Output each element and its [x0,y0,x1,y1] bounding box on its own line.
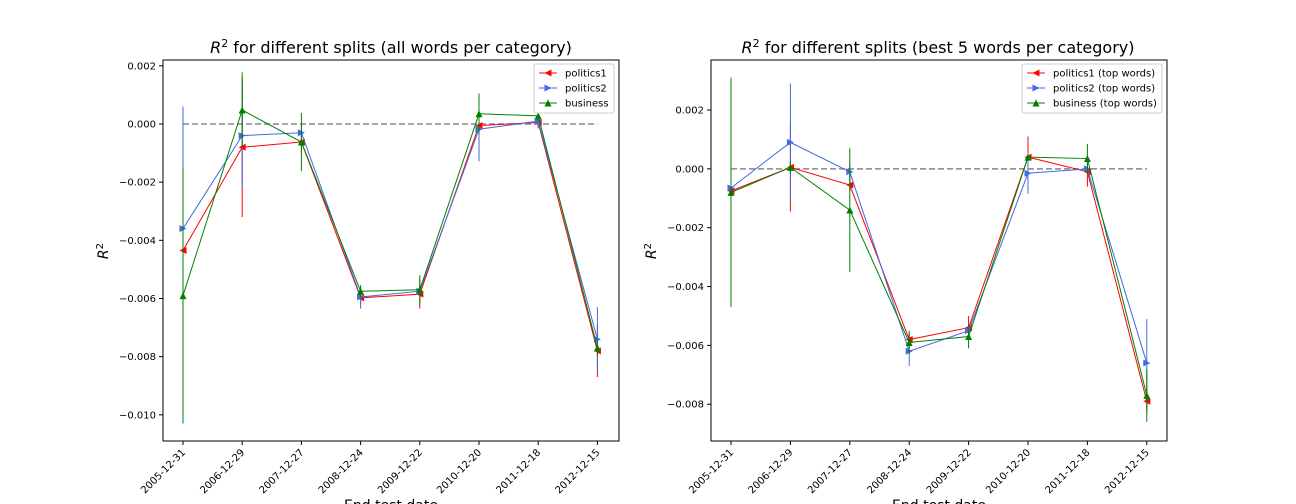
plot-frame [710,59,1168,442]
y-tick-label: −0.008 [667,400,704,411]
legend-label: business (top words) [1053,99,1157,110]
x-tick-label: 2008-12-24 [317,447,366,496]
series-line [730,141,1148,364]
x-tick-label: 2012-12-15 [554,447,603,496]
data-point [905,338,913,346]
series-politics2 [179,83,601,372]
data-point [1143,391,1151,399]
data-point [786,163,794,171]
x-tick-label: 2010-12-20 [435,447,484,496]
legend-label: politics2 (top words) [1053,84,1155,95]
y-tick-label: −0.006 [119,294,156,305]
y-tick-label: 0.000 [675,164,704,175]
x-tick-label: 2011-12-18 [494,447,543,496]
series-politics2-top-words- [727,83,1151,408]
legend-label: politics1 (top words) [1053,69,1155,80]
x-tick-label: 2007-12-27 [806,447,855,496]
legend-label: business [565,99,609,110]
x-tick-label: 2009-12-22 [925,447,974,496]
series-line [730,156,1148,396]
y-tick-label: −0.004 [119,236,156,247]
legend-marker [544,69,552,77]
data-point [965,333,973,341]
y-tick-label: 0.000 [127,119,156,130]
y-tick-label: −0.010 [119,410,156,421]
data-point [534,112,542,120]
y-axis-label: R2 [643,243,660,259]
data-point [1024,153,1032,161]
legend-label: politics1 [565,69,607,80]
chart-title: R2 for different splits (all words per c… [210,37,572,57]
y-tick-label: −0.002 [119,178,156,189]
legend-marker [544,99,552,107]
x-tick-label: 2006-12-29 [747,447,796,496]
chart-panel-2: R2 for different splits (best 5 words pe… [643,37,1168,504]
x-tick-label: 2008-12-24 [865,447,914,496]
x-tick-label: 2005-12-31 [687,447,736,496]
y-tick-label: −0.008 [119,352,156,363]
series-line [182,120,598,340]
y-tick-label: 0.002 [675,106,704,117]
x-tick-label: 2005-12-31 [139,447,188,496]
series-line [730,156,1148,402]
y-tick-label: −0.006 [667,341,704,352]
y-tick-label: −0.002 [667,223,704,234]
series-line [182,109,598,349]
data-point [1024,169,1032,177]
data-point [238,106,246,114]
data-point [1143,359,1151,367]
x-tick-label: 2010-12-20 [984,447,1033,496]
series-business [179,72,601,424]
x-tick-label: 2006-12-29 [198,447,247,496]
plot-frame [162,59,620,442]
series-business-top-words- [727,77,1151,422]
data-point [727,188,735,196]
data-point [786,138,794,146]
data-point [297,138,305,146]
legend-box [533,63,615,114]
legend-label: politics2 [565,84,607,95]
legend-box [1021,63,1163,114]
data-point [846,206,854,214]
x-tick-label: 2012-12-15 [1103,447,1152,496]
x-tick-label: 2011-12-18 [1044,447,1093,496]
legend-marker [544,84,552,92]
data-point [593,344,601,352]
y-axis-label: R2 [95,243,112,259]
x-axis-label: End test date [344,498,438,504]
chart-panel-1: R2 for different splits (all words per c… [95,37,620,504]
data-point [357,287,365,295]
x-tick-label: 2007-12-27 [258,447,307,496]
data-point [475,110,483,118]
y-tick-label: 0.002 [127,61,156,72]
y-tick-label: −0.004 [667,282,704,293]
series-line [182,122,598,351]
legend-marker [1032,84,1040,92]
legend-marker [1032,99,1040,107]
x-axis-label: End test date [892,498,986,504]
x-tick-label: 2009-12-22 [376,447,425,496]
chart-title: R2 for different splits (best 5 words pe… [742,37,1135,57]
legend-marker [1032,69,1040,77]
data-point [1083,155,1091,163]
data-point [179,292,187,300]
data-point [416,286,424,294]
